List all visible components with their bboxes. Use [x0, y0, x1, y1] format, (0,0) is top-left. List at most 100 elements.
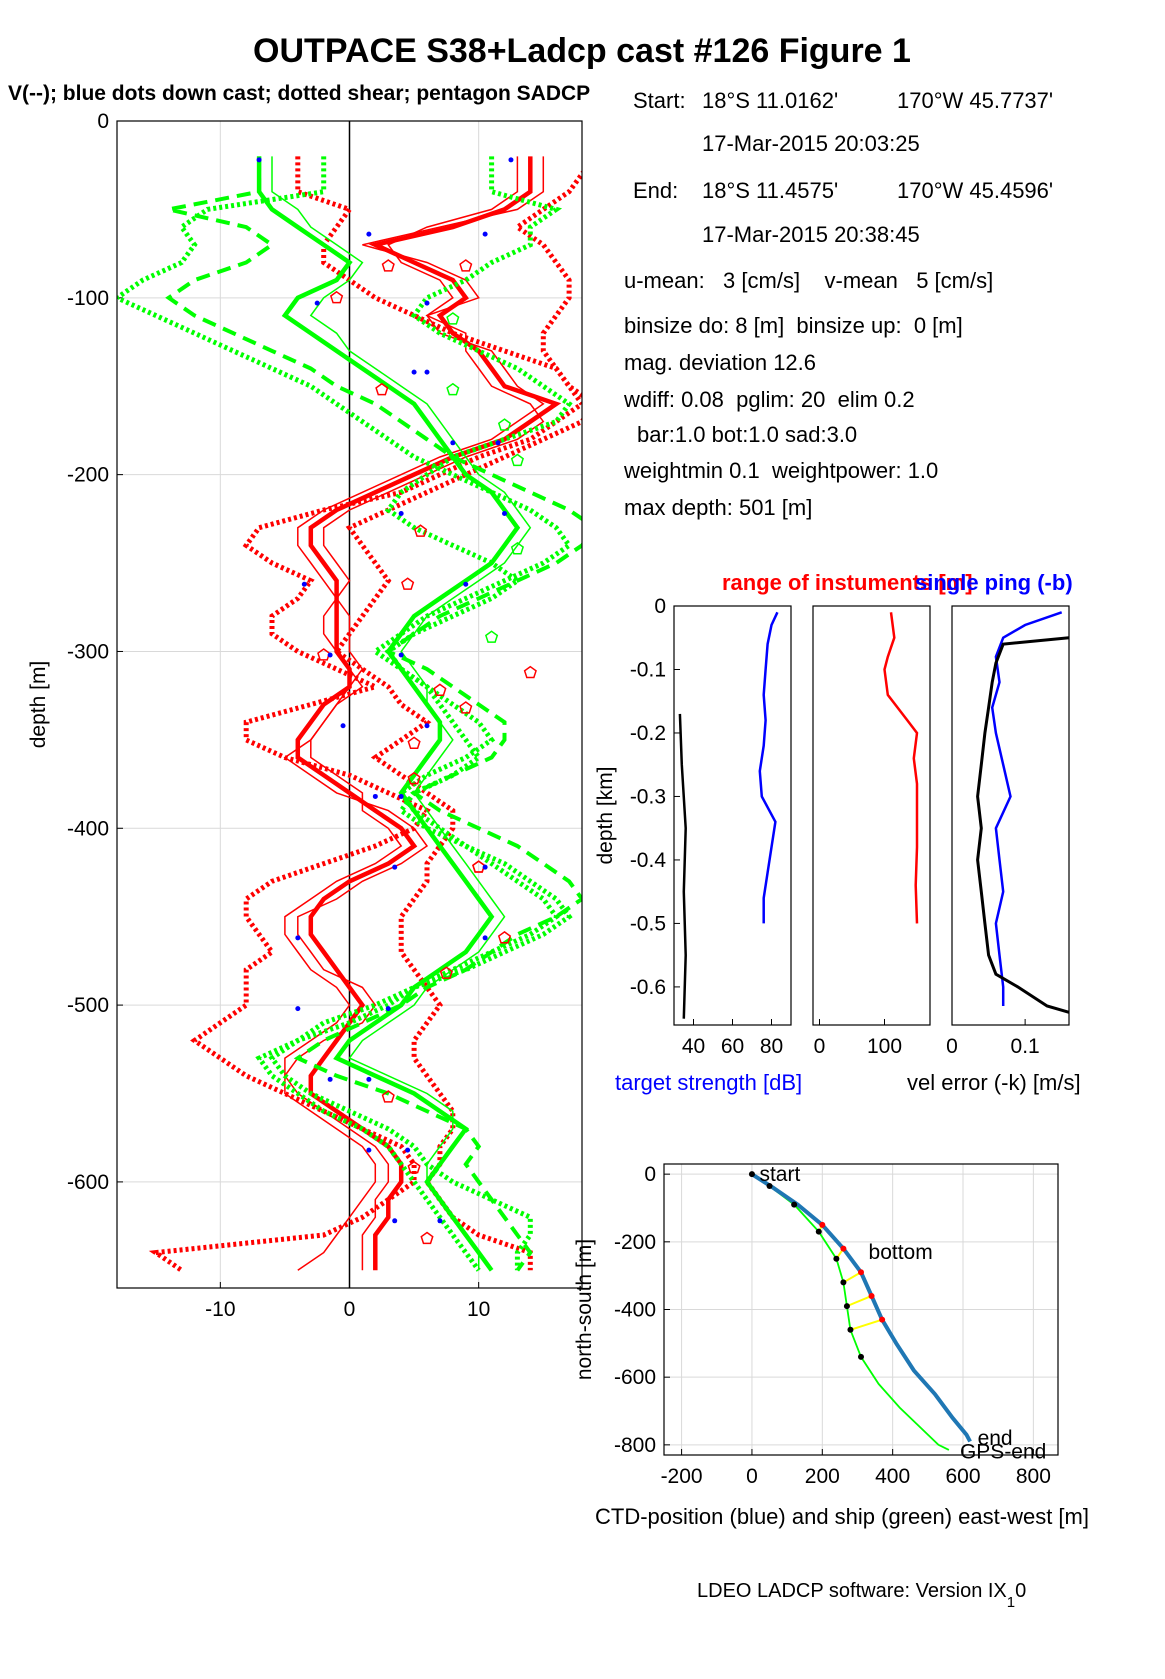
x-tick-label: 10: [467, 1298, 490, 1321]
sadcp-pentagon: [439, 966, 453, 979]
sadcp-pentagon: [459, 259, 473, 272]
downcast-dot: [411, 369, 417, 375]
ctd-marker: [858, 1269, 864, 1276]
sadcp-pentagon: [510, 453, 525, 467]
x-tick-label: 0: [946, 1035, 958, 1058]
start-label: Start:: [633, 88, 686, 113]
x-tick-label: 60: [721, 1035, 744, 1058]
y-tick-label: -0.1: [630, 658, 666, 681]
binsize: binsize do: 8 [m] binsize up: 0 [m]: [624, 313, 963, 338]
sadcp-pentagon: [375, 382, 389, 396]
downcast-dot: [385, 1006, 391, 1012]
mean-velocities: u-mean: 3 [cm/s] v-mean 5 [cm/s]: [624, 268, 994, 293]
position-link: [850, 1318, 883, 1331]
range-title: range of instuments [m]: [722, 570, 973, 595]
bar-params: bar:1.0 bot:1.0 sad:3.0: [637, 422, 858, 447]
downcast-dot: [437, 1218, 443, 1224]
figure-subtitle: V(--); blue dots down cast; dotted shear…: [8, 82, 590, 105]
ship-marker: [748, 1171, 755, 1178]
y-axis-label: north-south [m]: [573, 1239, 596, 1380]
target-strength-label: target strength [dB]: [615, 1070, 802, 1095]
target-strength-axes: 40 60 80 0 -0.1 -0.2 -0.3 -0.4 -0.5 -0.6 depth [km…: [594, 595, 792, 1058]
y-tick-label: -0.3: [630, 785, 666, 808]
ctd-marker: [879, 1316, 886, 1323]
y-tick-label: -0.6: [630, 976, 666, 999]
ship-marker: [858, 1353, 864, 1360]
x-tick-label: 40: [682, 1035, 705, 1058]
x-tick-label: 0: [746, 1465, 758, 1488]
ship-marker: [766, 1182, 773, 1189]
position-link: [846, 1295, 872, 1308]
panel-series-line: [678, 713, 687, 1019]
y-tick-label: -400: [67, 817, 109, 840]
panel-series-line: [883, 612, 919, 924]
sadcp-pentagon: [401, 577, 415, 590]
sadcp-pentagon: [484, 630, 499, 643]
y-tick-label: -400: [614, 1299, 656, 1322]
sadcp-pentagon: [459, 701, 473, 714]
y-axis-label: depth [km]: [594, 766, 617, 864]
ctd-marker: [840, 1245, 847, 1252]
downcast-dot: [424, 723, 430, 729]
y-tick-label: -600: [614, 1366, 656, 1389]
end-lon: 170°W 45.4596': [897, 178, 1054, 203]
track-label: end: [978, 1427, 1013, 1450]
sadcp-pentagon: [407, 736, 421, 750]
ship-marker: [847, 1326, 854, 1333]
sadcp-pentagon: [381, 259, 395, 272]
ship-marker: [815, 1228, 822, 1235]
y-tick-label: -0.4: [630, 849, 667, 872]
downcast-dot: [327, 1076, 333, 1082]
downcast-dot: [482, 231, 488, 237]
sadcp-pentagon: [446, 382, 460, 396]
end-lat: 18°S 11.4575': [702, 178, 839, 203]
ship-track-xlabel: CTD-position (blue) and ship (green) eas…: [595, 1504, 1089, 1529]
panel-series-line: [976, 636, 1070, 1014]
x-tick-label: 0: [814, 1035, 826, 1058]
downcast-dot: [450, 440, 456, 446]
downcast-dot: [366, 1076, 372, 1082]
figure-title: OUTPACE S38+Ladcp cast #126 Figure 1: [253, 32, 911, 70]
profile-series-line: [271, 156, 532, 1271]
sadcp-pentagon: [497, 418, 512, 431]
panel-series-line: [990, 611, 1063, 1006]
axes-frame: [673, 605, 792, 1026]
x-tick-label: 0.1: [1011, 1035, 1040, 1058]
downcast-dot: [366, 231, 372, 237]
range-instruments-axes: 0 100: [812, 605, 931, 1058]
ship-track-axes: -200 0 200 400 600 800 0 -200 -400 -600 -800 start b…: [573, 1163, 1059, 1488]
profile-series-line: [268, 156, 573, 1271]
plot-area: [813, 606, 930, 1025]
sadcp-pentagon: [472, 860, 486, 873]
sadcp-pentagon: [433, 683, 447, 696]
start-lon: 170°W 45.7737': [897, 88, 1054, 113]
downcast-dot: [256, 157, 262, 163]
axes-frame: [951, 605, 1070, 1026]
downcast-dot: [366, 1147, 372, 1153]
downcast-dot: [314, 300, 320, 306]
single-ping-title: single ping (-b): [915, 570, 1073, 595]
sadcp-pentagon: [413, 524, 428, 537]
software-footer: LDEO LADCP software: Version IX10: [697, 1580, 1026, 1611]
ship-marker: [791, 1201, 798, 1208]
downcast-dot: [398, 652, 404, 658]
mag-deviation: mag. deviation 12.6: [624, 350, 817, 375]
y-tick-label: -100: [67, 287, 109, 310]
downcast-dot: [508, 157, 514, 163]
profile-series-line: [284, 156, 545, 1271]
x-tick-label: 100: [867, 1035, 902, 1058]
y-tick-label: -200: [67, 464, 109, 487]
plot-area: [674, 606, 791, 1025]
downcast-dot: [295, 935, 301, 941]
profile-series-line: [295, 156, 562, 1271]
start-lat: 18°S 11.0162': [702, 88, 839, 113]
y-tick-label: -300: [67, 640, 109, 663]
x-tick-label: 800: [1016, 1465, 1051, 1488]
track-label: start: [759, 1163, 800, 1186]
y-tick-label: -0.2: [630, 722, 666, 745]
y-tick-label: -200: [614, 1231, 656, 1254]
downcast-dot: [463, 581, 469, 587]
downcast-dot: [482, 864, 488, 870]
